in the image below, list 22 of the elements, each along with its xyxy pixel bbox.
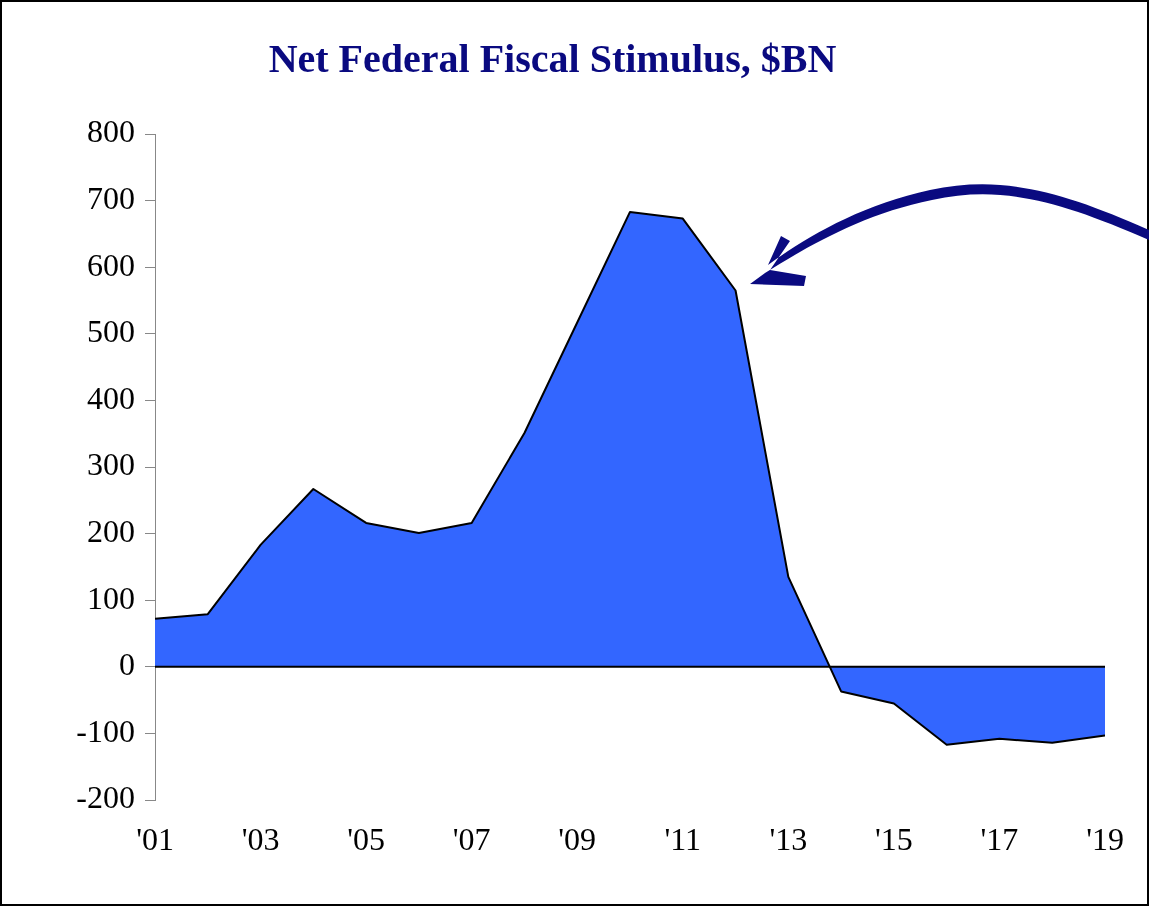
y-tick-label: 500: [87, 313, 135, 350]
x-tick-label: '07: [452, 820, 491, 857]
x-tick-label: '13: [769, 820, 808, 857]
y-tick-label: -200: [76, 779, 135, 816]
y-tick-label: 300: [87, 446, 135, 483]
x-tick-label: '15: [875, 820, 913, 857]
y-tick-label: 400: [87, 379, 135, 416]
y-tick-label: 700: [87, 180, 135, 217]
x-tick-label: '17: [980, 820, 1019, 857]
x-tick-label: '19: [1086, 820, 1124, 857]
x-tick-label: '05: [347, 820, 385, 857]
y-tick-label: 600: [87, 246, 135, 283]
y-tick-label: 100: [87, 579, 135, 616]
x-tick-label: '01: [136, 820, 174, 857]
y-tick-label: 200: [87, 513, 135, 550]
y-tick-label: 800: [87, 113, 135, 150]
y-tick-label: -100: [76, 712, 135, 749]
x-tick-label: '09: [558, 820, 597, 857]
x-tick-label: '11: [664, 820, 702, 857]
y-tick-label: 0: [119, 646, 135, 683]
chart-title: Net Federal Fiscal Stimulus, $BN: [268, 36, 837, 82]
x-tick-label: '03: [241, 820, 280, 857]
